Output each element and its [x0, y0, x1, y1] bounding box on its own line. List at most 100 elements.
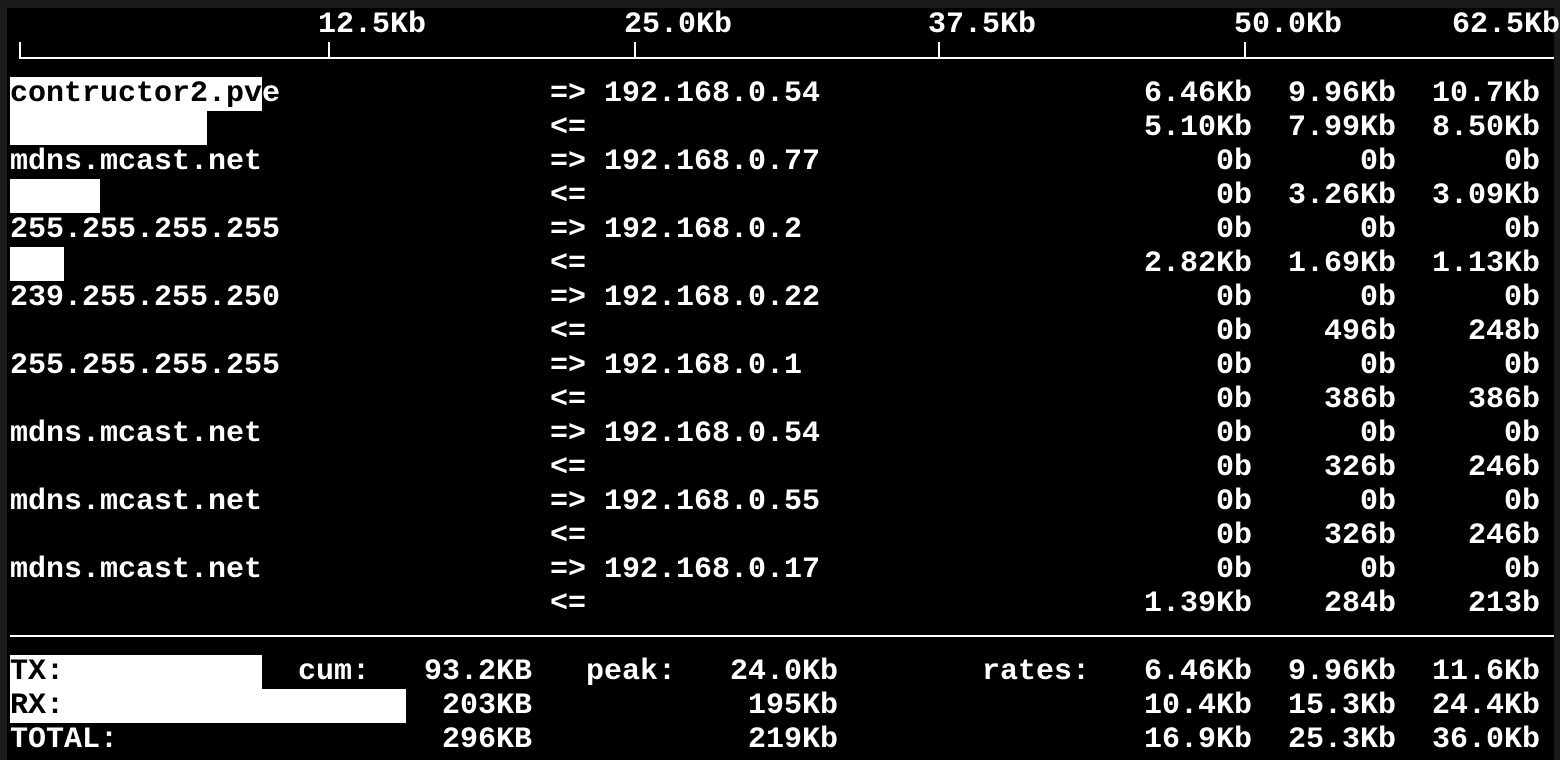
total-rate-r10: 9.96Kb [1287, 655, 1396, 689]
footer-separator [10, 635, 1554, 637]
rate-r40: 0b [1503, 213, 1540, 247]
rate-r2: 0b [1215, 281, 1252, 315]
traffic-bar [10, 179, 100, 213]
rate-r10: 0b [1359, 553, 1396, 587]
total-rate-r40: 36.0Kb [1431, 723, 1540, 757]
rate-r40: 386b [1467, 383, 1540, 417]
rates-label: rates: [982, 655, 1091, 689]
rate-r2: 0b [1215, 213, 1252, 247]
rate-r10: 326b [1323, 451, 1396, 485]
flow-host: mdns.mcast.net [10, 485, 263, 519]
rate-r2: 0b [1215, 179, 1252, 213]
rate-r10: 386b [1323, 383, 1396, 417]
arrow-in: <= [550, 247, 587, 281]
flow-host: 255.255.255.255 [10, 349, 281, 383]
rate-r2: 0b [1215, 485, 1252, 519]
arrow-out: => [550, 349, 587, 383]
scale-label: 62.5Kb [1452, 8, 1560, 42]
scale-axis [19, 57, 1554, 59]
cum-value: 296KB [441, 723, 532, 757]
rate-r40: 0b [1503, 281, 1540, 315]
rate-r10: 0b [1359, 145, 1396, 179]
arrow-in: <= [550, 111, 587, 145]
flow-peer: 192.168.0.22 [604, 281, 821, 315]
rate-r10: 7.99Kb [1287, 111, 1396, 145]
scale-tick [19, 42, 21, 58]
flow-peer: 192.168.0.54 [604, 77, 821, 111]
total-label: TOTAL: [10, 723, 119, 757]
arrow-out: => [550, 417, 587, 451]
rate-r10: 326b [1323, 519, 1396, 553]
rate-r2: 0b [1215, 519, 1252, 553]
rate-r2: 0b [1215, 451, 1252, 485]
rate-r2: 0b [1215, 417, 1252, 451]
scale-label: 12.5Kb [318, 8, 427, 42]
rate-r40: 0b [1503, 145, 1540, 179]
scale-label: 25.0Kb [624, 8, 733, 42]
scale-tick [634, 42, 636, 58]
scale-label: 37.5Kb [928, 8, 1037, 42]
traffic-bar [10, 689, 406, 723]
cum-label: cum: [298, 655, 371, 689]
cum-value: 203KB [441, 689, 532, 723]
cum-value: 93.2KB [423, 655, 532, 689]
rate-r40: 0b [1503, 485, 1540, 519]
rate-r40: 246b [1467, 519, 1540, 553]
total-rate-r10: 25.3Kb [1287, 723, 1396, 757]
rate-r2: 2.82Kb [1143, 247, 1252, 281]
arrow-out: => [550, 281, 587, 315]
flow-host: 239.255.255.250 [10, 281, 281, 315]
rate-r2: 5.10Kb [1143, 111, 1252, 145]
flow-host: 255.255.255.255 [10, 213, 281, 247]
scale-label: 50.0Kb [1234, 8, 1343, 42]
rate-r10: 1.69Kb [1287, 247, 1396, 281]
peak-value: 195Kb [747, 689, 838, 723]
rate-r40: 1.13Kb [1431, 247, 1540, 281]
rate-r10: 9.96Kb [1287, 77, 1396, 111]
arrow-in: <= [550, 179, 587, 213]
total-rate-r2: 10.4Kb [1143, 689, 1252, 723]
flow-peer: 192.168.0.77 [604, 145, 821, 179]
rate-r2: 0b [1215, 315, 1252, 349]
total-rate-r10: 15.3Kb [1287, 689, 1396, 723]
rate-r40: 0b [1503, 417, 1540, 451]
arrow-in: <= [550, 315, 587, 349]
total-rate-r2: 16.9Kb [1143, 723, 1252, 757]
arrow-in: <= [550, 519, 587, 553]
arrow-out: => [550, 77, 587, 111]
rate-r40: 246b [1467, 451, 1540, 485]
arrow-in: <= [550, 587, 587, 621]
rate-r10: 284b [1323, 587, 1396, 621]
scale-tick [328, 42, 330, 58]
rate-r40: 213b [1467, 587, 1540, 621]
rate-r2: 0b [1215, 349, 1252, 383]
rate-r2: 6.46Kb [1143, 77, 1252, 111]
scale-tick [938, 42, 940, 58]
peak-value: 24.0Kb [729, 655, 838, 689]
rate-r2: 0b [1215, 383, 1252, 417]
arrow-out: => [550, 485, 587, 519]
traffic-bar [10, 655, 262, 689]
rate-r10: 496b [1323, 315, 1396, 349]
flow-peer: 192.168.0.55 [604, 485, 821, 519]
traffic-bar [10, 111, 207, 145]
flow-host: mdns.mcast.net [10, 145, 263, 179]
rate-r40: 248b [1467, 315, 1540, 349]
rate-r10: 0b [1359, 349, 1396, 383]
rate-r10: 0b [1359, 281, 1396, 315]
arrow-out: => [550, 145, 587, 179]
rate-r2: 0b [1215, 145, 1252, 179]
rate-r40: 8.50Kb [1431, 111, 1540, 145]
rate-r2: 1.39Kb [1143, 587, 1252, 621]
rate-r10: 0b [1359, 485, 1396, 519]
flow-peer: 192.168.0.1 [604, 349, 803, 383]
total-rate-r40: 24.4Kb [1431, 689, 1540, 723]
flow-peer: 192.168.0.2 [604, 213, 803, 247]
rate-r40: 3.09Kb [1431, 179, 1540, 213]
scale-tick [1244, 42, 1246, 58]
peak-value: 219Kb [747, 723, 838, 757]
arrow-in: <= [550, 451, 587, 485]
flow-host: mdns.mcast.net [10, 417, 263, 451]
flow-host: mdns.mcast.net [10, 553, 263, 587]
